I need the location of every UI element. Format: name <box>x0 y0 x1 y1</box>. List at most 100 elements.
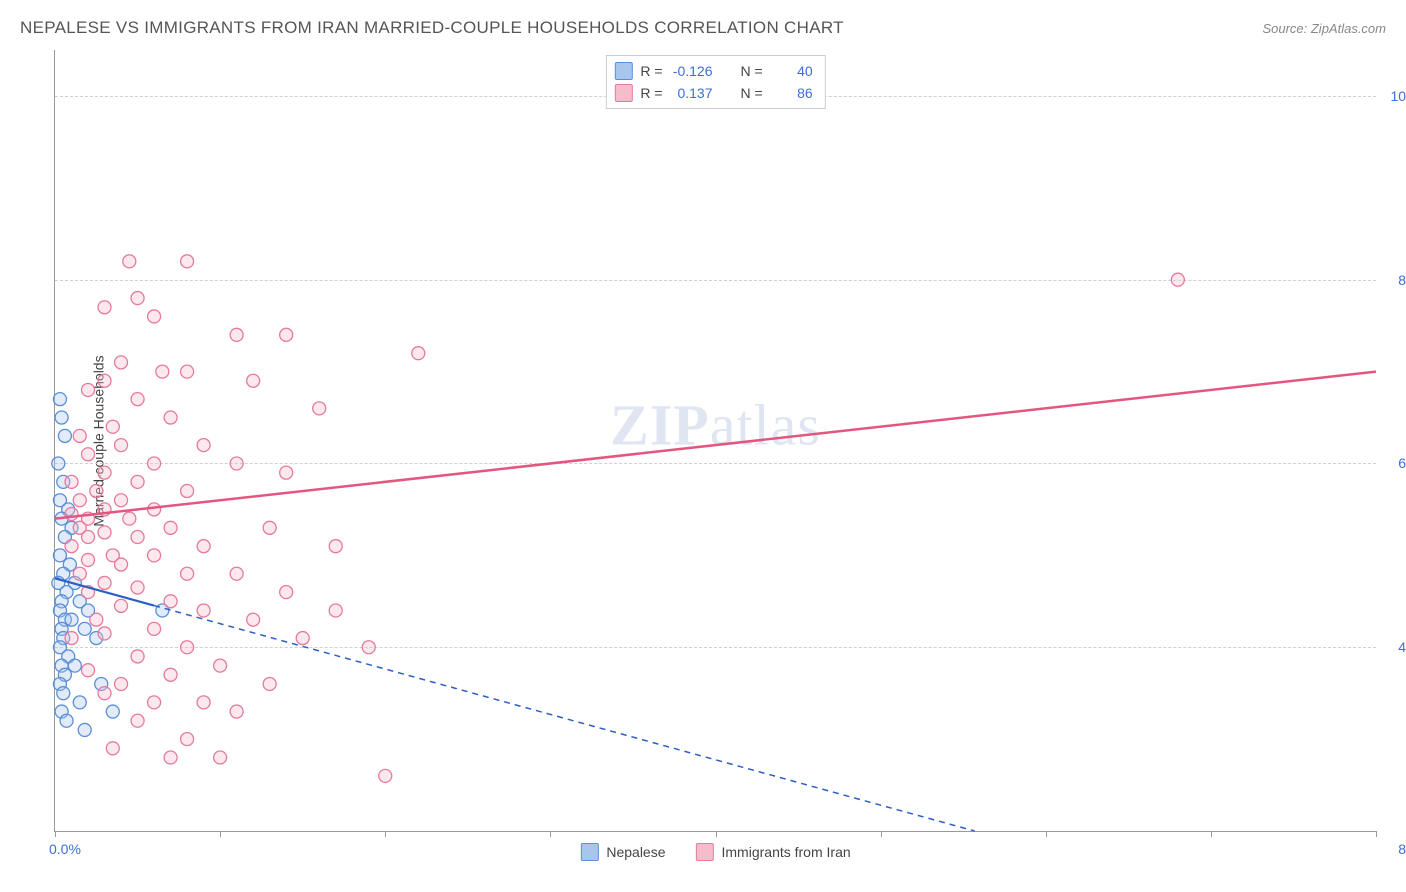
data-point-nepalese <box>73 696 86 709</box>
data-point-iran <box>1171 273 1184 286</box>
data-point-nepalese <box>52 457 65 470</box>
data-point-iran <box>115 677 128 690</box>
trendline-nepalese-dashed <box>154 606 975 831</box>
data-point-iran <box>90 613 103 626</box>
data-point-iran <box>82 383 95 396</box>
x-tick-label-max: 80.0% <box>1398 841 1406 857</box>
data-point-nepalese <box>78 723 91 736</box>
data-point-iran <box>230 567 243 580</box>
trendline-iran <box>55 372 1376 519</box>
bottom-legend: Nepalese Immigrants from Iran <box>580 843 850 861</box>
data-point-iran <box>148 696 161 709</box>
data-point-iran <box>98 301 111 314</box>
data-point-iran <box>247 374 260 387</box>
data-point-iran <box>106 420 119 433</box>
data-point-iran <box>115 599 128 612</box>
legend-label-iran: Immigrants from Iran <box>722 844 851 860</box>
data-point-iran <box>280 586 293 599</box>
n-value-nepalese: 40 <box>771 60 813 82</box>
data-point-iran <box>181 641 194 654</box>
r-label: R = <box>640 82 662 104</box>
data-point-iran <box>379 769 392 782</box>
data-point-iran <box>329 604 342 617</box>
n-value-iran: 86 <box>771 82 813 104</box>
data-point-iran <box>164 668 177 681</box>
data-point-iran <box>98 687 111 700</box>
data-point-iran <box>65 475 78 488</box>
x-tick-mark <box>1376 831 1377 837</box>
stats-legend-box: R = -0.126 N = 40 R = 0.137 N = 86 <box>605 55 825 109</box>
data-point-iran <box>181 255 194 268</box>
x-tick-mark <box>881 831 882 837</box>
data-point-iran <box>73 429 86 442</box>
data-point-nepalese <box>106 705 119 718</box>
data-point-nepalese <box>78 622 91 635</box>
data-point-iran <box>148 549 161 562</box>
legend-label-nepalese: Nepalese <box>606 844 665 860</box>
swatch-nepalese <box>614 62 632 80</box>
data-point-iran <box>296 632 309 645</box>
data-point-iran <box>164 751 177 764</box>
data-point-iran <box>247 613 260 626</box>
data-point-iran <box>115 356 128 369</box>
x-tick-mark <box>220 831 221 837</box>
data-point-iran <box>123 255 136 268</box>
scatter-plot-svg <box>55 50 1376 831</box>
data-point-iran <box>156 365 169 378</box>
data-point-iran <box>82 530 95 543</box>
data-point-iran <box>214 659 227 672</box>
swatch-iran <box>614 84 632 102</box>
data-point-iran <box>98 576 111 589</box>
swatch-iran <box>696 843 714 861</box>
data-point-iran <box>280 466 293 479</box>
data-point-iran <box>131 650 144 663</box>
data-point-iran <box>148 503 161 516</box>
data-point-iran <box>197 604 210 617</box>
source-name: ZipAtlas.com <box>1311 21 1386 36</box>
swatch-nepalese <box>580 843 598 861</box>
data-point-iran <box>131 475 144 488</box>
data-point-iran <box>131 714 144 727</box>
x-tick-mark <box>716 831 717 837</box>
data-point-iran <box>197 540 210 553</box>
data-point-iran <box>263 677 276 690</box>
y-tick-label: 80.0% <box>1383 272 1406 288</box>
data-point-iran <box>82 553 95 566</box>
chart-container: NEPALESE VS IMMIGRANTS FROM IRAN MARRIED… <box>0 0 1406 892</box>
data-point-iran <box>214 751 227 764</box>
x-tick-mark <box>55 831 56 837</box>
chart-title: NEPALESE VS IMMIGRANTS FROM IRAN MARRIED… <box>20 18 844 38</box>
r-value-iran: 0.137 <box>671 82 713 104</box>
data-point-iran <box>98 374 111 387</box>
data-point-iran <box>230 457 243 470</box>
data-point-iran <box>98 627 111 640</box>
x-tick-label-min: 0.0% <box>49 841 81 857</box>
data-point-iran <box>82 664 95 677</box>
x-tick-mark <box>1211 831 1212 837</box>
data-point-nepalese <box>58 429 71 442</box>
y-tick-label: 60.0% <box>1383 455 1406 471</box>
data-point-iran <box>98 526 111 539</box>
data-point-iran <box>98 466 111 479</box>
source-attribution: Source: ZipAtlas.com <box>1262 21 1386 36</box>
stats-row-nepalese: R = -0.126 N = 40 <box>614 60 812 82</box>
data-point-iran <box>329 540 342 553</box>
data-point-nepalese <box>53 393 66 406</box>
data-point-iran <box>362 641 375 654</box>
r-label: R = <box>640 60 662 82</box>
data-point-iran <box>131 581 144 594</box>
data-point-iran <box>73 494 86 507</box>
data-point-iran <box>106 742 119 755</box>
data-point-iran <box>131 292 144 305</box>
data-point-iran <box>73 567 86 580</box>
plot-area: Married-couple Households ZIPatlas R = -… <box>54 50 1376 832</box>
data-point-iran <box>197 439 210 452</box>
data-point-iran <box>230 705 243 718</box>
r-value-nepalese: -0.126 <box>671 60 713 82</box>
data-point-iran <box>280 328 293 341</box>
data-point-iran <box>65 632 78 645</box>
data-point-iran <box>123 512 136 525</box>
y-tick-label: 100.0% <box>1383 88 1406 104</box>
data-point-iran <box>164 521 177 534</box>
data-point-iran <box>65 508 78 521</box>
